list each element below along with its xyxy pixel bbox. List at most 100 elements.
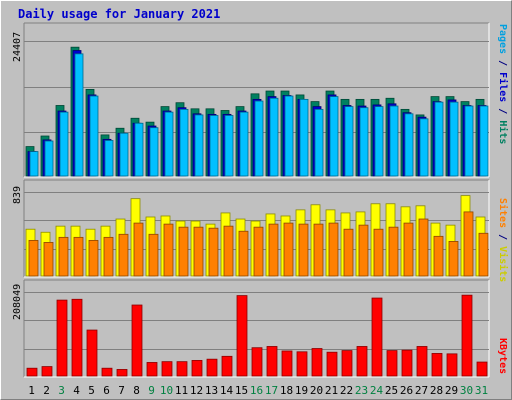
panel2-bar-sites <box>298 223 309 277</box>
panel3-bar-kbytes <box>386 350 398 377</box>
panel1-bar-pages <box>434 101 444 177</box>
panel1-bar-pages <box>254 100 264 177</box>
x-tick-label: 26 <box>400 384 413 397</box>
panel2-bar-sites <box>463 211 474 277</box>
panel1-bar-pages <box>224 115 234 177</box>
x-tick-label: 16 <box>250 384 263 397</box>
panel1-bar-pages <box>149 127 159 177</box>
panel2-bar-sites <box>133 222 144 277</box>
panel2-bar-sites <box>403 222 414 277</box>
panel3-bar-kbytes <box>371 297 383 377</box>
panel2-bar-sites <box>58 236 69 277</box>
panel3-bar-kbytes <box>311 348 323 377</box>
panel2-bar-sites <box>358 224 369 277</box>
panel3-bar-kbytes <box>86 329 98 377</box>
panel2-bar-sites <box>43 242 54 277</box>
panel2-bar-sites <box>208 227 219 277</box>
panel3-bar-kbytes <box>161 361 173 377</box>
panel1-bar-pages <box>119 132 129 177</box>
panel3-bar-kbytes <box>266 346 278 377</box>
panel1-bar-pages <box>164 111 174 177</box>
panel3-bar-kbytes <box>206 358 218 377</box>
panel2-bar-sites <box>478 232 489 277</box>
x-tick-label: 1 <box>28 384 35 397</box>
panel2-bar-sites <box>283 222 294 277</box>
x-tick-label: 24 <box>370 384 384 397</box>
x-tick-label: 10 <box>160 384 173 397</box>
x-tick-label: 30 <box>460 384 473 397</box>
x-tick-label: 5 <box>88 384 95 397</box>
panel3-bar-kbytes <box>446 353 458 377</box>
x-tick-label: 14 <box>220 384 234 397</box>
x-tick-label: 15 <box>235 384 248 397</box>
panel3-bar-kbytes <box>146 362 158 377</box>
x-tick-label: 28 <box>430 384 443 397</box>
panel1-bar-pages <box>29 151 39 177</box>
panel2-bar-sites <box>178 226 189 277</box>
x-tick-label: 17 <box>265 384 278 397</box>
panel1-bar-pages <box>314 108 324 177</box>
panel2-bar-sites <box>343 228 354 277</box>
panel3-bar-kbytes <box>401 349 413 377</box>
panel3-bar-kbytes <box>71 298 83 377</box>
panel2-bar-sites <box>268 223 279 277</box>
panel2-bar-sites <box>373 228 384 277</box>
x-tick-label: 11 <box>175 384 188 397</box>
x-tick-label: 9 <box>148 384 155 397</box>
x-tick-label: 22 <box>340 384 353 397</box>
panel2-bar-sites <box>433 235 444 277</box>
panel2-bar-sites <box>28 239 39 277</box>
panel1-bar-pages <box>194 114 204 177</box>
panel2-bar-sites <box>193 226 204 277</box>
x-tick-label: 23 <box>355 384 368 397</box>
panel3-bar-kbytes <box>191 360 203 377</box>
panel3-bar-kbytes <box>461 294 473 377</box>
x-tick-label: 25 <box>385 384 398 397</box>
x-tick-label: 21 <box>325 384 338 397</box>
panel1-bar-pages <box>299 98 309 177</box>
x-tick-label: 20 <box>310 384 323 397</box>
panel2-bar-sites <box>418 218 429 277</box>
panel3-bar-kbytes <box>296 351 308 377</box>
panel1-bar-pages <box>89 95 99 177</box>
panel2-bar-sites <box>118 233 129 277</box>
panel1-bar-pages <box>344 106 354 177</box>
panel2-bar-sites <box>448 241 459 277</box>
panel1-bar-pages <box>419 118 429 177</box>
panel3-bar-kbytes <box>41 366 53 377</box>
panel1-bar-pages <box>329 96 339 177</box>
panel2-bar-sites <box>88 239 99 277</box>
x-tick-label: 7 <box>118 384 125 397</box>
panel3-bar-kbytes <box>116 369 128 377</box>
x-tick-label: 4 <box>73 384 80 397</box>
x-tick-label: 18 <box>280 384 293 397</box>
x-tick-label: 2 <box>43 384 50 397</box>
x-tick-label: 6 <box>103 384 110 397</box>
panel3-bar-kbytes <box>356 346 368 377</box>
panel2-bar-sites <box>103 236 114 277</box>
panel3-bar-kbytes <box>131 304 143 377</box>
panel1-bar-pages <box>359 107 369 177</box>
x-tick-label: 31 <box>475 384 488 397</box>
panel2-bar-sites <box>238 230 249 277</box>
panel3-bar-kbytes <box>176 361 188 377</box>
panel2-bar-sites <box>313 223 324 277</box>
panel3-bar-kbytes <box>341 350 353 377</box>
x-tick-label: 29 <box>445 384 458 397</box>
panel1-bar-pages <box>449 101 459 177</box>
panel1-bar-pages <box>389 105 399 177</box>
panel3-bar-kbytes <box>236 295 248 377</box>
panel1-bar-pages <box>479 105 489 177</box>
panel1-bar-pages <box>134 122 144 177</box>
panel2-bar-sites <box>223 225 234 277</box>
panel3-bar-kbytes <box>416 346 428 377</box>
x-tick-label: 27 <box>415 384 428 397</box>
panel1-bar-pages <box>209 115 219 177</box>
x-tick-label: 19 <box>295 384 308 397</box>
panel1-bar-pages <box>269 97 279 177</box>
panel3-bar-kbytes <box>431 353 443 377</box>
panel3-bar-kbytes <box>326 351 338 377</box>
panel1-bar-pages <box>464 105 474 177</box>
panel2-bar-sites <box>148 233 159 277</box>
